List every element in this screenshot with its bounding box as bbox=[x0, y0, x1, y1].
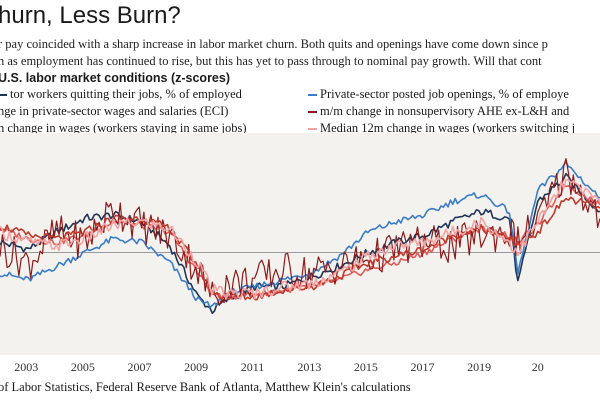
x-tick-label: 2015 bbox=[353, 360, 378, 374]
legend-label-quits: tor workers quitting their jobs, % of em… bbox=[10, 87, 242, 101]
legend-swatch-switchers bbox=[308, 128, 317, 131]
legend-item-ahe: m/m change in nonsupervisory AHE ex-L&H … bbox=[308, 103, 575, 120]
x-tick-label: 2013 bbox=[297, 360, 322, 374]
legend-swatch-ahe bbox=[308, 111, 317, 114]
series-line-5 bbox=[0, 178, 600, 300]
legend-right: Private-sector posted job openings, % of… bbox=[308, 86, 575, 137]
x-tick-label: 2017 bbox=[410, 360, 435, 374]
legend-item-switchers: Median 12m change in wages (workers swit… bbox=[308, 120, 575, 137]
legend-label-switchers: Median 12m change in wages (workers swit… bbox=[320, 121, 576, 135]
subtitle-line-2: n as employment has continued to rise, b… bbox=[0, 54, 542, 68]
source-note: of Labor Statistics, Federal Reserve Ban… bbox=[0, 380, 411, 394]
x-tick-label: 2009 bbox=[184, 360, 209, 374]
x-tick-label: 20 bbox=[531, 360, 544, 374]
x-tick-label: 2019 bbox=[467, 360, 492, 374]
legend-item-quits: tor workers quitting their jobs, % of em… bbox=[0, 86, 247, 103]
series-line-1 bbox=[0, 160, 600, 308]
plot-area bbox=[0, 133, 600, 355]
legend-item-stayers: n change in wages (workers staying in sa… bbox=[0, 120, 247, 137]
legend-label-eci: nge in private-sector wages and salaries… bbox=[0, 104, 229, 118]
series-line-0 bbox=[0, 172, 600, 315]
page-title: hurn, Less Burn? bbox=[0, 2, 181, 29]
subtitle: r pay coincided with a sharp increase in… bbox=[0, 36, 548, 70]
legend-swatch-openings bbox=[308, 94, 317, 97]
legend-label-openings: Private-sector posted job openings, % of… bbox=[320, 87, 569, 101]
x-tick-label: 2007 bbox=[127, 360, 152, 374]
legend-label-ahe: m/m change in nonsupervisory AHE ex-L&H … bbox=[320, 104, 570, 118]
subtitle-line-1: r pay coincided with a sharp increase in… bbox=[0, 37, 548, 51]
x-tick-label: 2003 bbox=[14, 360, 39, 374]
line-chart bbox=[0, 158, 600, 315]
legend-swatch-quits bbox=[0, 94, 7, 97]
legend-left: tor workers quitting their jobs, % of em… bbox=[0, 86, 247, 137]
legend-label-stayers: n change in wages (workers staying in sa… bbox=[0, 121, 247, 135]
legend-item-eci: nge in private-sector wages and salaries… bbox=[0, 103, 247, 120]
chart-title: U.S. labor market conditions (z-scores) bbox=[0, 71, 230, 85]
x-tick-label: 2005 bbox=[70, 360, 95, 374]
legend-item-openings: Private-sector posted job openings, % of… bbox=[308, 86, 575, 103]
x-tick-label: 2011 bbox=[240, 360, 265, 374]
